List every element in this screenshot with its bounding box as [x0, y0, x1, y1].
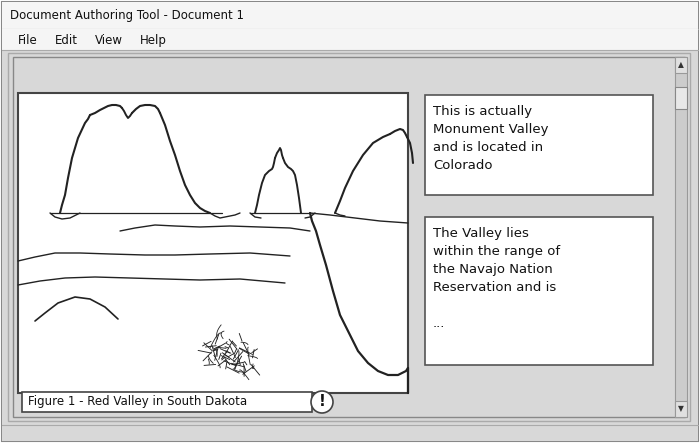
Bar — [2, 29, 698, 50]
Bar — [18, 93, 408, 393]
Circle shape — [311, 391, 333, 413]
Text: The Valley lies
within the range of
the Navajo Nation
Reservation and is

...: The Valley lies within the range of the … — [433, 227, 560, 330]
Text: ▼: ▼ — [678, 404, 684, 413]
Bar — [675, 57, 687, 417]
Text: File: File — [18, 34, 38, 47]
Text: View: View — [95, 34, 123, 47]
Text: !: ! — [318, 395, 326, 409]
Bar — [2, 2, 698, 29]
Bar — [2, 50, 698, 425]
Bar — [2, 425, 698, 441]
Bar — [675, 401, 687, 417]
Text: ▲: ▲ — [678, 61, 684, 70]
Bar — [425, 217, 653, 365]
Text: Help: Help — [140, 34, 167, 47]
Bar — [675, 87, 687, 109]
Text: This is actually
Monument Valley
and is located in
Colorado: This is actually Monument Valley and is … — [433, 105, 549, 172]
Bar — [675, 57, 687, 73]
Text: Edit: Edit — [55, 34, 78, 47]
Text: Figure 1 - Red Valley in South Dakota: Figure 1 - Red Valley in South Dakota — [28, 396, 247, 408]
Text: Document Authoring Tool - Document 1: Document Authoring Tool - Document 1 — [10, 9, 244, 22]
Bar — [13, 57, 685, 417]
Bar — [8, 53, 690, 421]
Bar — [22, 392, 312, 412]
Bar — [425, 95, 653, 195]
